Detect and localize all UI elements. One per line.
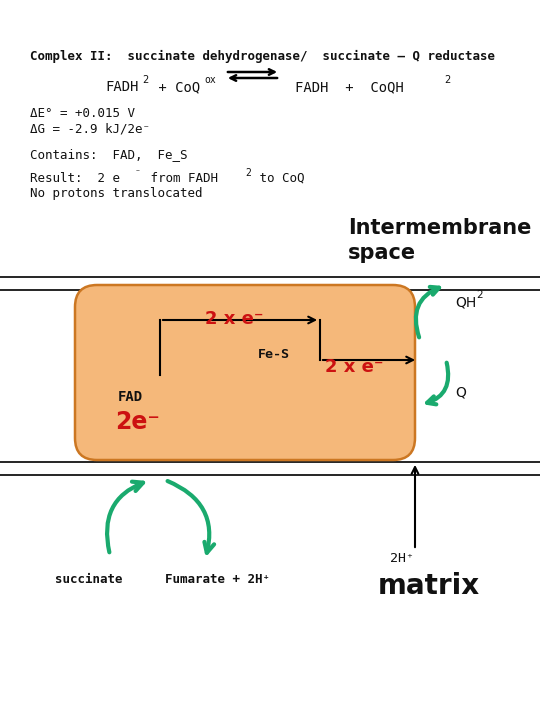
Text: Complex II:  succinate dehydrogenase/  succinate – Q reductase: Complex II: succinate dehydrogenase/ suc…	[30, 50, 495, 63]
Text: No protons translocated: No protons translocated	[30, 187, 202, 200]
Text: ox: ox	[204, 75, 216, 85]
Text: ΔE° = +0.015 V: ΔE° = +0.015 V	[30, 107, 135, 120]
Text: Result:  2 e: Result: 2 e	[30, 172, 120, 185]
Text: Fumarate + 2H⁺: Fumarate + 2H⁺	[165, 573, 270, 586]
Text: + CoQ: + CoQ	[150, 80, 200, 94]
Text: Fe-S: Fe-S	[258, 348, 290, 361]
Text: to CoQ: to CoQ	[252, 172, 305, 185]
Text: Q: Q	[455, 385, 466, 399]
Text: 2 x e⁻: 2 x e⁻	[325, 358, 383, 376]
Text: 2H⁺: 2H⁺	[390, 552, 414, 565]
Text: Intermembrane
space: Intermembrane space	[348, 218, 531, 263]
Text: 2: 2	[476, 290, 483, 300]
Text: from FADH: from FADH	[143, 172, 218, 185]
Text: Contains:  FAD,  Fe_S: Contains: FAD, Fe_S	[30, 148, 187, 161]
Text: FADH: FADH	[105, 80, 138, 94]
Text: 2e⁻: 2e⁻	[115, 410, 160, 434]
Text: ⁻: ⁻	[135, 168, 141, 178]
Text: FAD: FAD	[118, 390, 143, 404]
Text: 2: 2	[142, 75, 149, 85]
Text: matrix: matrix	[378, 572, 480, 600]
Text: ΔG = -2.9 kJ/2e⁻: ΔG = -2.9 kJ/2e⁻	[30, 123, 150, 136]
FancyBboxPatch shape	[75, 285, 415, 460]
Text: 2: 2	[245, 168, 251, 178]
Text: 2 x e⁻: 2 x e⁻	[205, 310, 264, 328]
Text: QH: QH	[455, 295, 476, 309]
Text: 2: 2	[444, 75, 450, 85]
Text: succinate: succinate	[55, 573, 123, 586]
Text: FADH  +  CoQH: FADH + CoQH	[295, 80, 404, 94]
